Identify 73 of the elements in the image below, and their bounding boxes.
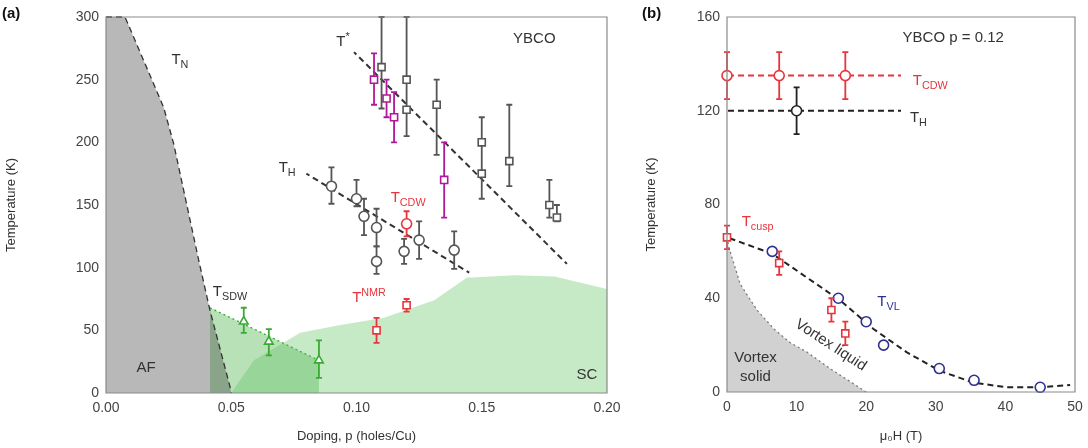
point bbox=[877, 339, 890, 351]
point bbox=[827, 305, 836, 315]
annotation: SC bbox=[576, 365, 598, 383]
y-tick-label: 120 bbox=[696, 101, 721, 118]
x-tick-label: 20 bbox=[858, 398, 875, 415]
x-tick-label: 50 bbox=[1067, 398, 1083, 415]
annotation: Vortex solid bbox=[734, 348, 778, 384]
point bbox=[439, 175, 449, 185]
y-tick-label: 160 bbox=[696, 7, 721, 24]
point bbox=[432, 100, 441, 110]
y-tick-label: 300 bbox=[75, 7, 100, 24]
y-tick-label: 150 bbox=[75, 195, 100, 212]
y-tick-label: 0 bbox=[91, 383, 100, 400]
point bbox=[448, 244, 460, 256]
point bbox=[774, 258, 784, 268]
chart-title: (b) bbox=[642, 3, 662, 21]
chart-title: (a) bbox=[2, 3, 21, 21]
y-tick-label: 250 bbox=[75, 70, 100, 87]
point bbox=[766, 245, 779, 258]
point bbox=[382, 94, 391, 103]
x-axis-title: Doping, p (holes/Cu) bbox=[296, 427, 417, 443]
point bbox=[477, 138, 487, 147]
x-tick-label: 0 bbox=[723, 398, 732, 415]
y-tick-label: 40 bbox=[704, 289, 721, 306]
x-tick-label: 40 bbox=[997, 398, 1014, 415]
point bbox=[313, 354, 325, 364]
annotation: YBCO bbox=[513, 28, 556, 46]
y-tick-label: 200 bbox=[75, 133, 100, 150]
point bbox=[370, 221, 383, 234]
point bbox=[402, 75, 411, 84]
point bbox=[325, 180, 338, 192]
x-tick-label: 0.05 bbox=[217, 399, 246, 416]
point bbox=[263, 335, 274, 345]
point bbox=[477, 169, 487, 178]
y-tick-label: 0 bbox=[712, 382, 721, 399]
x-tick-label: 10 bbox=[788, 398, 805, 415]
y-tick-label: 80 bbox=[704, 195, 721, 212]
point bbox=[238, 315, 249, 325]
point bbox=[840, 329, 850, 338]
point bbox=[369, 75, 379, 84]
point bbox=[400, 218, 413, 230]
point bbox=[402, 105, 411, 115]
point bbox=[389, 112, 399, 122]
x-tick-label: 0.00 bbox=[92, 399, 120, 416]
point bbox=[968, 374, 980, 387]
x-tick-label: 0.15 bbox=[468, 399, 496, 416]
annotation: YBCO p = 0.12 bbox=[902, 28, 1004, 46]
point bbox=[832, 292, 845, 305]
point bbox=[773, 69, 785, 82]
x-tick-label: 0.20 bbox=[593, 399, 621, 416]
x-tick-label: 0.10 bbox=[342, 399, 371, 416]
y-tick-label: 100 bbox=[75, 258, 100, 275]
point bbox=[372, 326, 381, 335]
point bbox=[413, 234, 425, 246]
point bbox=[545, 200, 554, 210]
point bbox=[860, 315, 872, 328]
point bbox=[790, 104, 803, 117]
y-tick-label: 50 bbox=[83, 321, 100, 338]
point bbox=[504, 156, 514, 166]
x-axis-title: μ₀H (T) bbox=[879, 427, 923, 443]
point bbox=[377, 62, 386, 72]
annotation: T* bbox=[336, 29, 351, 50]
point bbox=[370, 255, 383, 268]
point bbox=[350, 192, 363, 205]
point bbox=[933, 362, 946, 375]
annotation: AF bbox=[136, 357, 156, 375]
point bbox=[398, 245, 410, 258]
y-axis-title: Temperature (K) bbox=[3, 158, 19, 252]
point bbox=[552, 213, 562, 222]
point bbox=[839, 69, 852, 82]
point bbox=[358, 210, 370, 223]
x-tick-label: 30 bbox=[928, 398, 944, 415]
y-axis-title: Temperature (K) bbox=[643, 157, 659, 252]
